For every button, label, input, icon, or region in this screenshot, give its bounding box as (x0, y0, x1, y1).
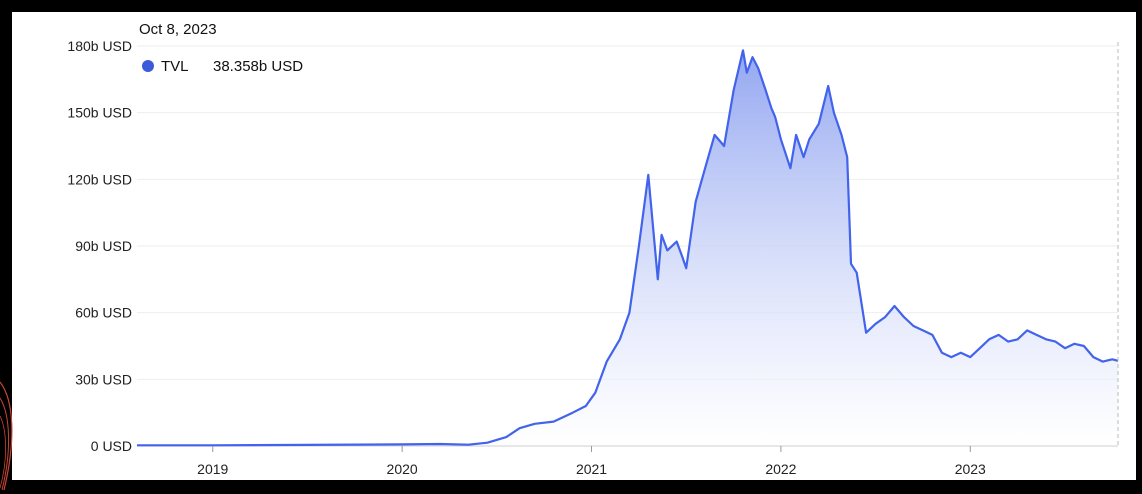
y-tick-label: 90b USD (75, 238, 132, 254)
y-axis-ticks: 0 USD 30b USD 60b USD 90b USD 120b USD 150b U… (67, 38, 132, 454)
y-tick-label: 180b USD (67, 38, 132, 54)
x-tick-label: 2023 (955, 461, 986, 477)
y-tick-label: 150b USD (67, 105, 132, 121)
tooltip: Oct 8, 2023 TVL 38.358b USD (139, 21, 303, 75)
tooltip-date: Oct 8, 2023 (139, 21, 217, 38)
y-tick-label: 60b USD (75, 305, 132, 321)
x-tick-label: 2022 (765, 461, 796, 477)
tooltip-series-dot (142, 60, 154, 72)
x-tick-label: 2021 (576, 461, 607, 477)
y-tick-label: 30b USD (75, 371, 132, 387)
tvl-series-line (137, 49, 1119, 447)
y-tick-label: 120b USD (67, 171, 132, 187)
tvl-area-fill (137, 50, 1118, 447)
area-layer (137, 49, 1119, 447)
corner-decoration (0, 381, 13, 491)
grid-lines (137, 45, 1118, 380)
tooltip-value: 38.358b USD (213, 58, 303, 75)
y-tick-label: 0 USD (91, 438, 132, 454)
x-tick-label: 2020 (387, 461, 418, 477)
x-axis-ticks: 2019 2020 2021 2022 2023 (197, 446, 986, 477)
tooltip-series-name: TVL (161, 58, 189, 75)
x-tick-label: 2019 (197, 461, 228, 477)
